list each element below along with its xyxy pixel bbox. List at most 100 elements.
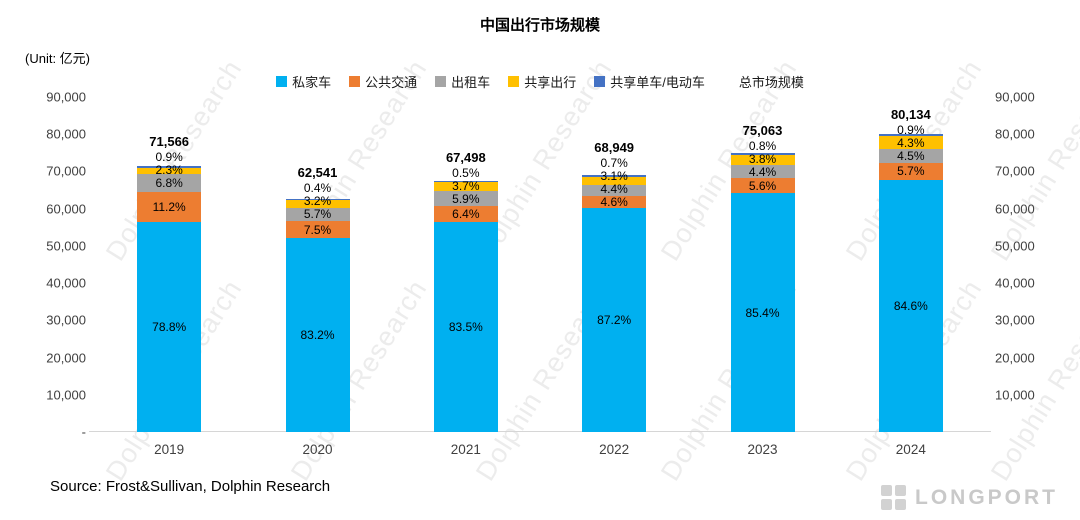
bar-segment <box>285 199 350 201</box>
bar-segment <box>878 149 943 163</box>
segment-label: 0.5% <box>452 165 480 180</box>
segment-label: 7.5% <box>303 222 332 237</box>
segment-label: 6.4% <box>452 207 480 222</box>
bar-segment <box>433 182 498 192</box>
segment-label: 0.8% <box>748 138 777 153</box>
segment-label: 2.3% <box>155 163 183 178</box>
total-label: 62,541 <box>297 165 338 181</box>
brand-mark: LONGPORT <box>881 485 1058 510</box>
plot-area: 78.8% 11.2% 6.8% 2.3% 0.9% 71,566 2019 83.2% 7.5… <box>89 97 991 457</box>
bar-group: 85.4% 5.6% 4.4% 3.8% 0.8% 75,063 <box>730 123 795 432</box>
bar-group: 87.2% 4.6% 4.4% 3.1% 0.7% 68,949 <box>582 140 647 432</box>
x-axis-label: 2021 <box>450 442 481 457</box>
total-label: 71,566 <box>149 134 190 150</box>
source-note: Source: Frost&Sullivan, Dolphin Research <box>50 478 331 495</box>
bar-segment <box>582 196 647 209</box>
total-label: 67,498 <box>445 149 486 165</box>
legend-label: 私家车 <box>292 75 332 90</box>
bar-segment <box>137 192 202 223</box>
legend-swatch <box>349 76 361 87</box>
bar-segment <box>582 185 647 197</box>
segment-label: 3.1% <box>600 169 628 184</box>
chart-title: 中国出行市场规模 <box>479 17 600 34</box>
segment-label: 5.9% <box>452 191 480 206</box>
axis-tick-label: 70,000 <box>46 163 86 179</box>
axis-tick-label: 40,000 <box>995 275 1035 291</box>
segment-label: 5.6% <box>748 178 777 193</box>
axis-tick-label: 90,000 <box>46 89 86 105</box>
bar-segment <box>285 220 350 239</box>
segment-label: 4.5% <box>897 148 925 163</box>
bar-group: 78.8% 11.2% 6.8% 2.3% 0.9% 71,566 <box>137 134 202 432</box>
axis-tick-label: 20,000 <box>995 350 1035 366</box>
bar-segment <box>730 152 795 155</box>
legend-label: 共享单车/电动车 <box>610 75 705 90</box>
segment-label: 11.2% <box>152 200 186 215</box>
unit-label: (Unit: 亿元) <box>25 51 91 66</box>
segment-label: 0.4% <box>303 181 332 196</box>
axis-tick-label: 80,000 <box>995 126 1035 142</box>
x-axis-label: 2022 <box>599 442 630 457</box>
segment-label: 84.6% <box>893 298 928 313</box>
legend-swatch <box>723 76 734 87</box>
axis-tick-label: 10,000 <box>995 387 1035 403</box>
bar-segment <box>582 177 647 186</box>
segment-label: 0.7% <box>600 156 628 171</box>
legend-item: 私家车 <box>276 72 331 91</box>
segment-label: 0.9% <box>155 150 183 165</box>
axis-tick-label: 60,000 <box>46 201 86 217</box>
segment-label: 85.4% <box>745 305 780 320</box>
bar-segment <box>137 174 202 193</box>
bar-segment <box>878 133 943 137</box>
total-label: 80,134 <box>890 106 931 122</box>
legend-item: 共享单车/电动车 <box>594 72 705 91</box>
axis-tick-label: 50,000 <box>46 238 86 254</box>
axis-tick-label: 20,000 <box>46 350 86 366</box>
legend-item: 公共交通 <box>349 72 417 91</box>
brand-name: LONGPORT <box>915 485 1058 509</box>
axis-tick-label: - <box>81 424 86 440</box>
segment-label: 4.3% <box>897 135 925 150</box>
segment-label: 6.8% <box>155 176 183 191</box>
total-label: 68,949 <box>594 140 635 156</box>
segment-label: 0.9% <box>897 122 925 137</box>
segment-label: 3.7% <box>452 178 480 193</box>
bar-segment <box>433 206 498 223</box>
segment-label: 5.7% <box>897 164 925 179</box>
legend-swatch <box>435 76 447 87</box>
bar-segment <box>730 154 795 166</box>
legend-swatch <box>508 76 520 87</box>
bar-segment <box>285 207 350 221</box>
legend: 私家车 公共交通 出租车 共享出行 共享单车/电动车 总市场规模 <box>0 72 1080 91</box>
bar-group: 83.2% 7.5% 5.7% 3.2% 0.4% 62,541 <box>285 165 350 432</box>
axis-tick-label: 60,000 <box>995 201 1035 217</box>
bar-segment <box>878 136 943 150</box>
axis-tick-label: 90,000 <box>995 89 1035 105</box>
longport-logo <box>881 485 906 510</box>
axis-tick-label: 10,000 <box>46 387 86 403</box>
segment-label: 4.6% <box>600 195 628 210</box>
bar-segment <box>582 208 647 432</box>
bar-segment <box>730 165 795 178</box>
bar-group: 84.6% 5.7% 4.5% 4.3% 0.9% 80,134 <box>878 107 943 432</box>
x-axis-line <box>89 431 991 432</box>
axis-tick-label: 30,000 <box>46 312 86 328</box>
bar-segment <box>137 222 202 432</box>
legend-label: 公共交通 <box>365 75 418 90</box>
axis-tick-label: 80,000 <box>46 126 86 142</box>
bar-segment <box>433 191 498 207</box>
x-axis-label: 2020 <box>302 442 333 457</box>
segment-label: 4.4% <box>600 182 628 197</box>
segment-label: 3.2% <box>303 194 332 209</box>
axis-tick-label: 30,000 <box>995 312 1035 328</box>
segment-label: 83.2% <box>300 328 335 343</box>
bar-segment <box>285 238 350 432</box>
segment-label: 4.4% <box>748 164 777 179</box>
segment-label: 83.5% <box>448 320 483 335</box>
segment-label: 78.8% <box>152 320 187 335</box>
axis-tick-label: 70,000 <box>995 163 1035 179</box>
bar-segment <box>433 180 498 183</box>
x-axis-label: 2019 <box>154 442 185 457</box>
legend-item: 共享出行 <box>508 72 576 91</box>
